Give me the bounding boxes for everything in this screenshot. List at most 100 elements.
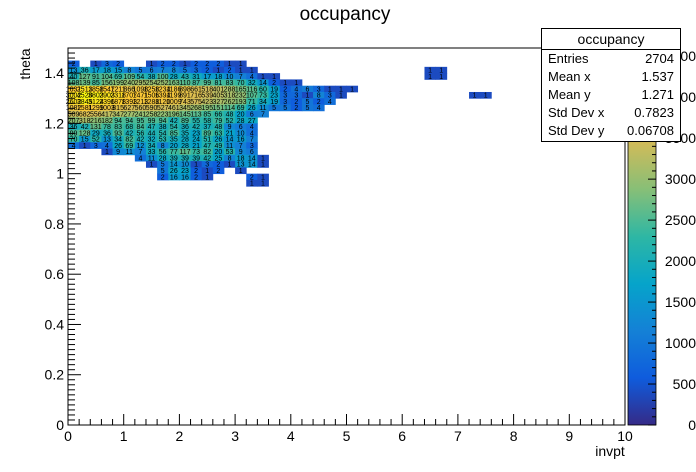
cell-value-label: 6 xyxy=(150,67,154,74)
cell-value-label: 1 xyxy=(150,61,154,68)
heatmap-cell xyxy=(424,66,437,74)
heatmap-cell xyxy=(212,117,225,124)
heatmap-cell xyxy=(201,73,214,80)
heatmap-cell xyxy=(112,104,125,112)
cell-value-label: 94 xyxy=(114,118,122,125)
cell-value-label: 10 xyxy=(226,74,234,81)
stats-rows: Entries 2704 Mean x 1.537 Mean y 1.271 Std Dev… xyxy=(542,50,680,140)
heatmap-cell xyxy=(235,154,247,162)
heatmap-cell xyxy=(157,135,169,143)
heatmap-cell xyxy=(179,60,191,68)
cell-value-label: 70 xyxy=(237,80,245,87)
stats-label: Std Dev x xyxy=(548,105,605,120)
heatmap-cell xyxy=(201,110,214,118)
cell-value-label: 7 xyxy=(261,111,265,118)
heatmap-cell xyxy=(290,91,303,99)
cell-value-label: 85 xyxy=(170,130,178,137)
cell-value-label: 1 xyxy=(350,86,354,93)
heatmap-cell xyxy=(79,135,91,143)
cell-value-label: 1186 xyxy=(166,86,181,93)
heatmap-cell xyxy=(179,98,191,105)
cell-value-label: 5 xyxy=(283,105,287,112)
cell-value-label: 66 xyxy=(214,111,222,118)
cell-value-label: 23 xyxy=(270,93,278,100)
heatmap-cell xyxy=(179,117,191,124)
heatmap-cell xyxy=(223,66,236,74)
heatmap-cell xyxy=(201,135,214,143)
cell-value-label: 1 xyxy=(83,143,87,150)
cell-value-label: 1 xyxy=(250,67,254,74)
cell-value-label: 252 xyxy=(157,80,169,87)
heatmap-cell xyxy=(123,66,136,74)
heatmap-cell xyxy=(179,142,191,149)
heatmap-cell xyxy=(235,123,247,131)
heatmap-cell xyxy=(201,129,214,137)
cell-value-label: 54 xyxy=(137,74,145,81)
cell-value-label: 139 xyxy=(79,80,91,87)
heatmap-cell xyxy=(190,123,203,131)
cell-value-label: 8 xyxy=(127,67,131,74)
cell-value-label: 33 xyxy=(148,149,156,156)
stats-value: 1.271 xyxy=(641,87,674,102)
x-tick-label: 10 xyxy=(617,428,633,444)
heatmap-cell xyxy=(68,91,80,99)
cell-value-label: 34 xyxy=(259,99,267,106)
cell-value-label: 1 xyxy=(239,61,243,68)
heatmap-cell xyxy=(112,73,125,80)
heatmap-cell xyxy=(257,73,269,80)
cell-value-label: 71 xyxy=(248,99,256,106)
cell-value-label: 1858 xyxy=(88,86,104,93)
cell-value-label: 2 xyxy=(250,174,254,181)
heatmap-cell xyxy=(201,85,214,93)
cell-value-label: 1878 xyxy=(110,99,126,106)
cell-value-label: 1 xyxy=(239,168,243,175)
stats-label: Entries xyxy=(548,51,589,66)
cell-value-label: 1 xyxy=(428,67,432,74)
heatmap-cell xyxy=(168,104,180,112)
cell-value-label: 3803 xyxy=(88,93,104,100)
cell-value-label: 58 xyxy=(203,118,211,125)
cell-value-label: 3 xyxy=(283,93,287,100)
cell-value-label: 82 xyxy=(203,149,211,156)
cell-value-label: 2 xyxy=(228,67,232,74)
heatmap-cell xyxy=(101,73,113,80)
heatmap-cell xyxy=(212,123,225,131)
heatmap-cell xyxy=(134,142,147,149)
x-tick-label: 5 xyxy=(343,428,351,444)
heatmap-cell xyxy=(145,161,158,168)
cell-value-label: 7 xyxy=(239,74,243,81)
heatmap-cell xyxy=(201,60,214,68)
cell-value-label: 2 xyxy=(205,67,209,74)
cell-value-label: 44 xyxy=(148,130,156,137)
heatmap-cell xyxy=(179,135,191,143)
heatmap-cell xyxy=(134,104,147,112)
cell-value-label: 891 xyxy=(179,93,191,100)
heatmap-cell xyxy=(190,167,203,175)
cell-value-label: 15 xyxy=(114,67,122,74)
palette-tick-label: 1500 xyxy=(665,294,696,310)
heatmap-cell xyxy=(179,85,191,93)
heatmap-cell xyxy=(68,66,80,74)
heatmap-cell xyxy=(179,66,191,74)
heatmap-cell xyxy=(257,98,269,105)
heatmap-cell xyxy=(235,104,247,112)
cell-value-label: 1 xyxy=(339,86,343,93)
cell-value-label: 423 xyxy=(201,99,213,106)
axes: 0 1 2 3 4 5 6 7 8 9 1000.20.40.60.811.21.4 xyxy=(45,47,633,444)
heatmap-cell xyxy=(68,117,80,124)
cell-value-label: 4 xyxy=(294,86,298,93)
cell-value-label: 34 xyxy=(114,137,122,144)
cell-value-label: 42 xyxy=(81,124,89,131)
cell-value-label: 240 xyxy=(123,80,135,87)
heatmap-cell xyxy=(157,123,169,131)
heatmap-cell xyxy=(301,91,314,99)
x-tick-label: 9 xyxy=(565,428,573,444)
heatmap-cell xyxy=(279,98,292,105)
cell-value-label: 2 xyxy=(172,61,176,68)
cell-value-label: 165 xyxy=(235,86,247,93)
heatmap-cell xyxy=(235,142,247,149)
heatmap-cell xyxy=(246,135,258,143)
heatmap-cell xyxy=(201,79,214,87)
cell-value-label: 34 xyxy=(148,143,156,150)
